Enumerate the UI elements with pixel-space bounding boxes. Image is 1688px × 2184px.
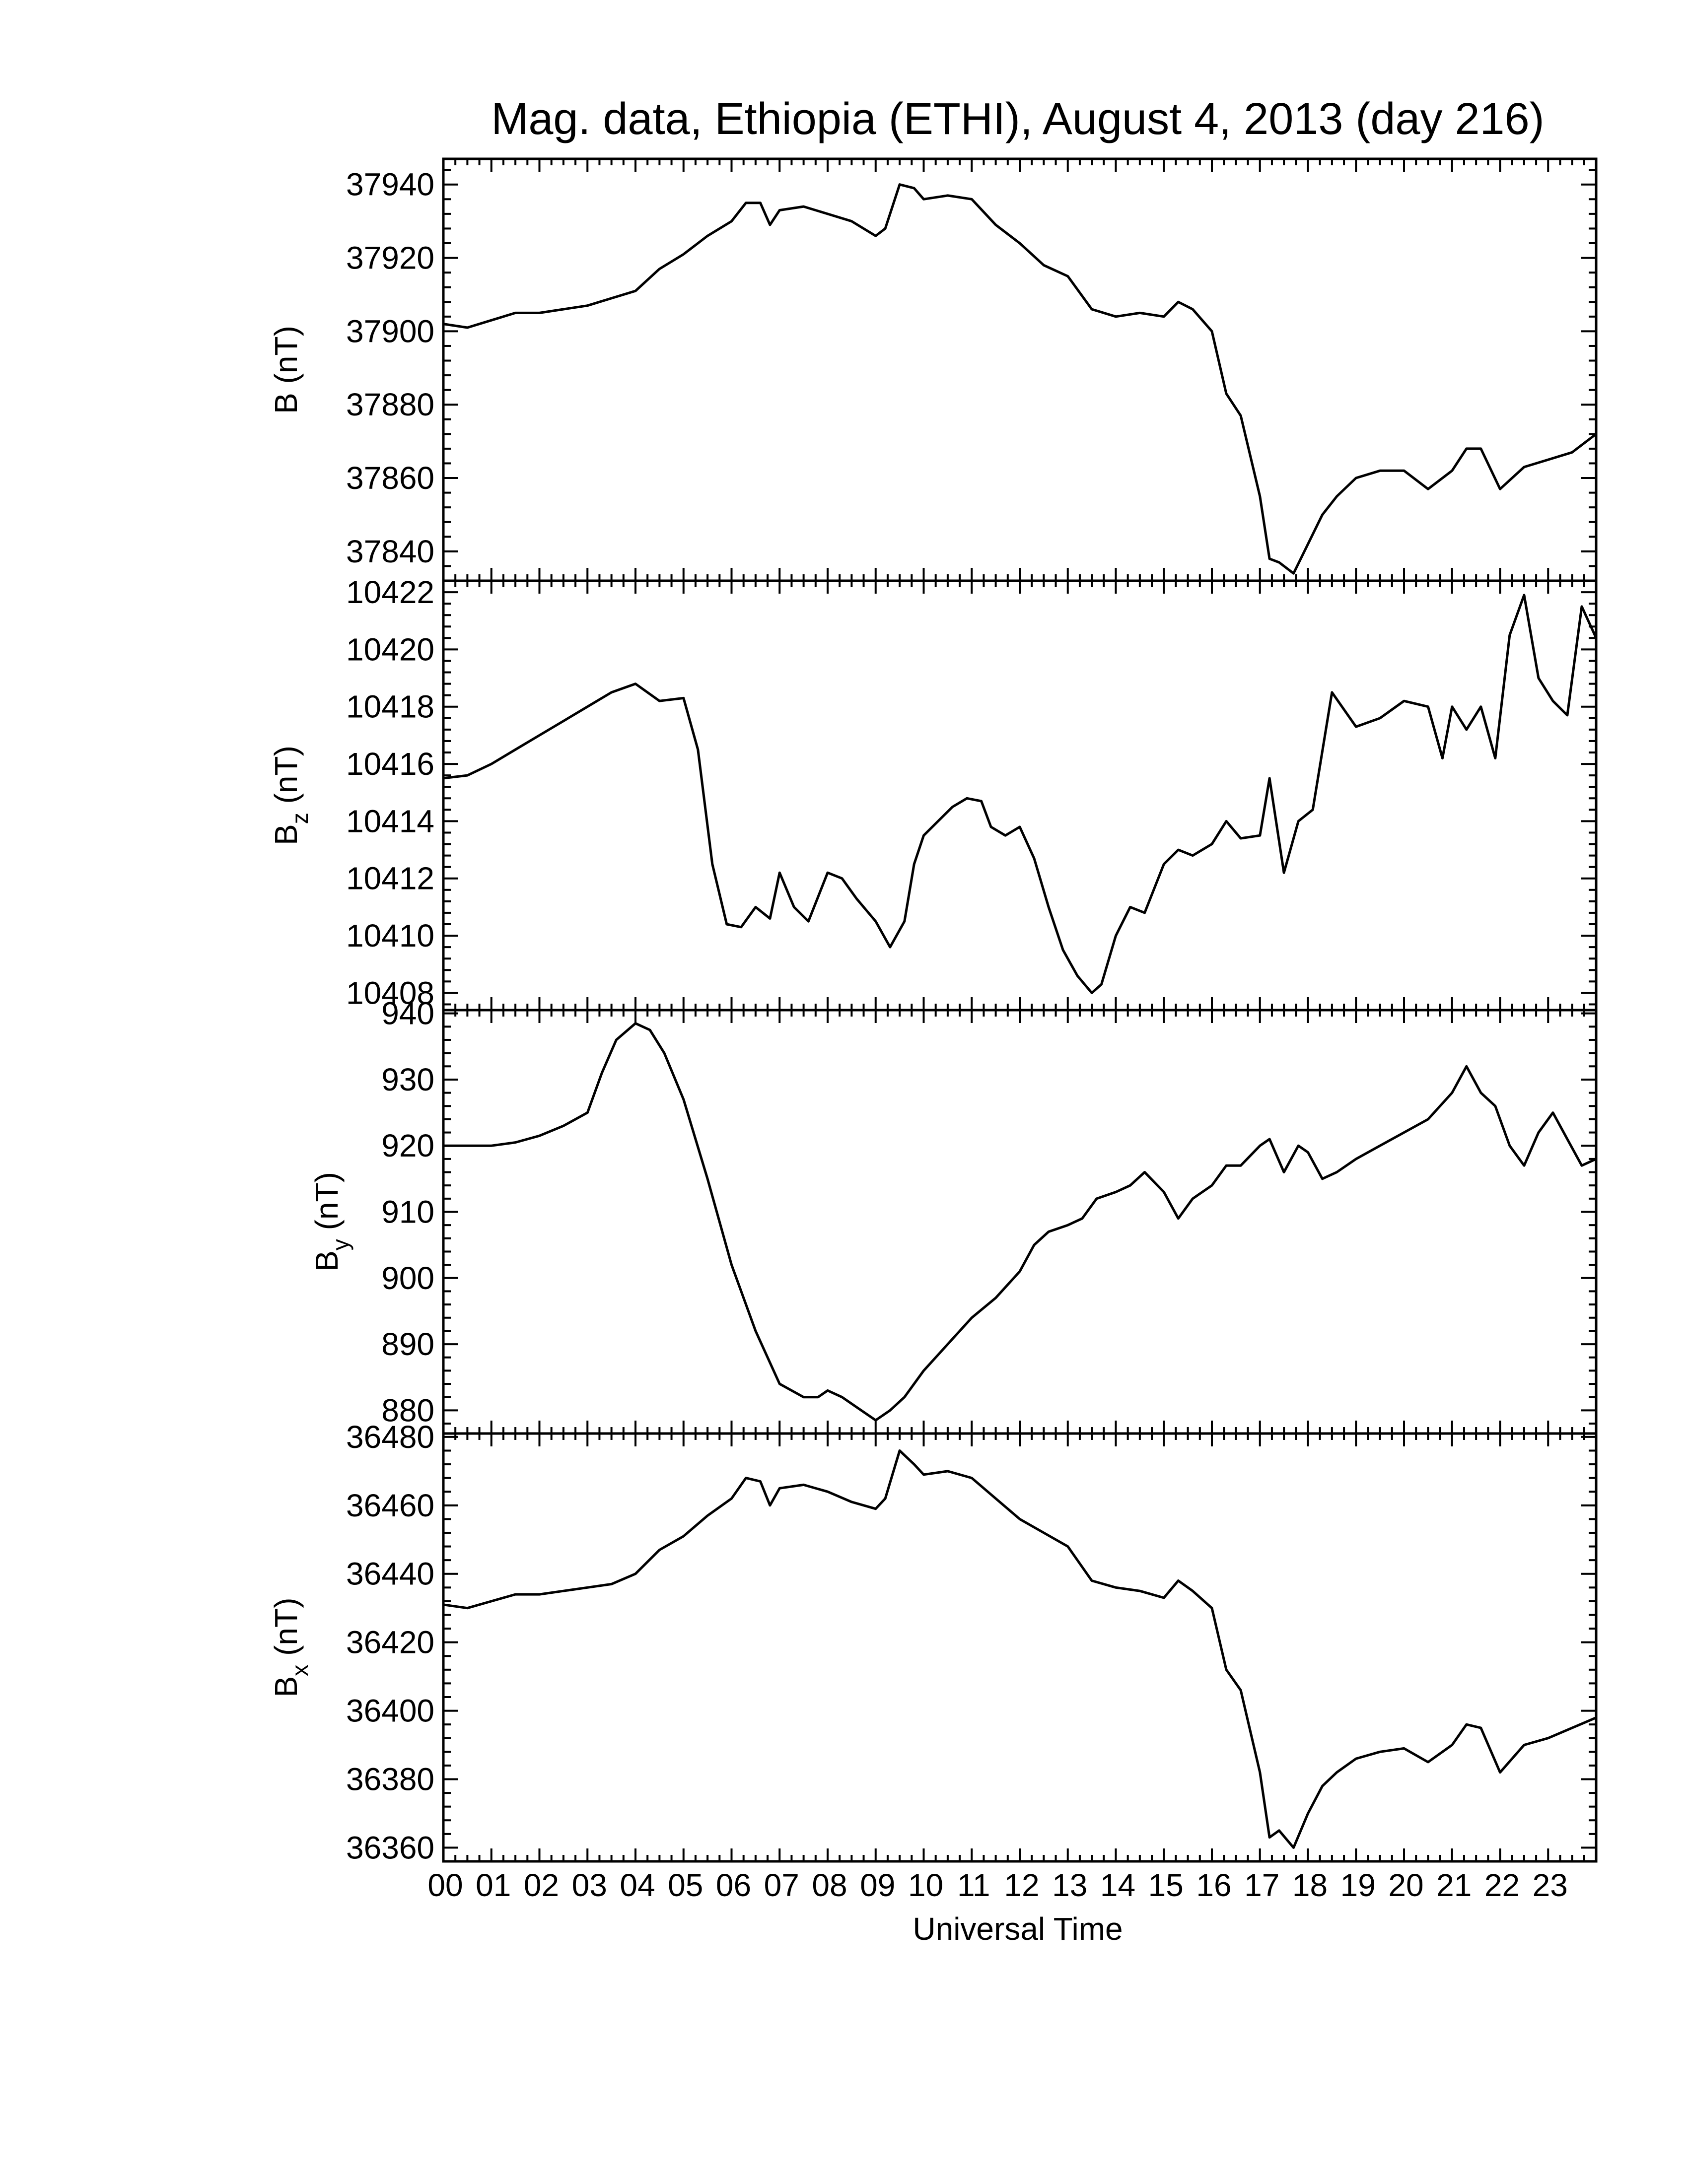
- x-tick-label: 19: [1340, 1867, 1376, 1903]
- bz-y-tick-label: 10418: [346, 689, 434, 725]
- b-total-y-axis-title-unit: (nT): [268, 326, 304, 393]
- by-frame: [442, 1009, 1598, 1435]
- bz-y-axis-title-subscript: z: [287, 813, 313, 824]
- b-total-y-tick-label: 37840: [346, 534, 434, 569]
- by-y-tick-label: 900: [381, 1260, 434, 1296]
- by-y-axis-title: By (nT): [309, 1172, 353, 1272]
- b-total-frame: [442, 157, 1598, 582]
- by-y-tick-label: 920: [381, 1128, 434, 1163]
- x-tick-label: 13: [1052, 1867, 1087, 1903]
- bx-frame: [442, 1432, 1598, 1863]
- bz-y-tick-label: 10408: [346, 975, 434, 1011]
- x-tick-label: 11: [957, 1867, 990, 1903]
- by-y-tick-label: 930: [381, 1062, 434, 1097]
- bz-y-tick-label: 10412: [346, 861, 434, 896]
- x-tick-label: 16: [1196, 1867, 1231, 1903]
- bx-y-tick-label: 36460: [346, 1488, 434, 1523]
- x-tick-label: 10: [908, 1867, 943, 1903]
- x-tick-label: 20: [1388, 1867, 1423, 1903]
- bz-y-tick-label: 10422: [346, 574, 434, 610]
- b-total-y-axis-title: B (nT): [268, 326, 304, 414]
- bx-y-axis-title: Bx (nT): [268, 1598, 313, 1698]
- bz-frame: [442, 579, 1598, 1012]
- bx-y-tick-label: 36380: [346, 1761, 434, 1797]
- x-tick-label: 22: [1484, 1867, 1520, 1903]
- bz-y-tick-label: 10420: [346, 631, 434, 667]
- bz-series-line: [442, 594, 1598, 994]
- x-tick-label: 23: [1533, 1867, 1568, 1903]
- by-y-axis-title-unit: (nT): [309, 1172, 345, 1239]
- x-tick-label: 00: [427, 1867, 463, 1903]
- bx-y-tick-label: 36400: [346, 1693, 434, 1729]
- by-y-tick-label: 890: [381, 1326, 434, 1362]
- bx-series-line: [442, 1449, 1598, 1849]
- x-axis: 00 01 02 03 04 05 06 07 08 09 10 11 12 13 14 15 16 17 18 19…: [427, 1867, 1567, 1903]
- bz-y-axis-title-unit: (nT): [268, 746, 304, 813]
- by-y-tick-label: 940: [381, 996, 434, 1031]
- b-total-y-tick-label: 37860: [346, 460, 434, 496]
- bx-y-tick-label: 36440: [346, 1556, 434, 1592]
- x-tick-label: 03: [572, 1867, 607, 1903]
- bz-y-axis-title: Bz (nT): [268, 746, 313, 845]
- by-y-axis-title-subscript: y: [328, 1239, 353, 1250]
- b-total-series-line: [442, 183, 1598, 575]
- b-total-y-tick-label: 37880: [346, 387, 434, 422]
- by-y-axis-title-symbol: B: [309, 1250, 345, 1272]
- b-total-y-axis-title-symbol: B: [268, 393, 304, 414]
- bx-y-tick-label: 36480: [346, 1419, 434, 1455]
- x-tick-label: 06: [716, 1867, 751, 1903]
- x-tick-label: 04: [620, 1867, 655, 1903]
- panel-by: 880 890 900 910 920 930 940 By (nT): [309, 996, 1598, 1435]
- bx-y-tick-label: 36360: [346, 1830, 434, 1865]
- panel-bx: 36360 36380 36400 36420 36440 36460 36480 Bx (n…: [268, 1419, 1598, 1865]
- bx-y-axis-title-subscript: x: [287, 1665, 313, 1676]
- x-axis-title: Universal Time: [913, 1911, 1123, 1947]
- x-tick-label: 05: [668, 1867, 703, 1903]
- bx-y-axis-title-unit: (nT): [268, 1598, 304, 1665]
- by-y-tick-label: 880: [381, 1392, 434, 1428]
- x-tick-label: 07: [764, 1867, 799, 1903]
- bx-y-tick-label: 36420: [346, 1625, 434, 1660]
- bz-y-tick-label: 10410: [346, 918, 434, 954]
- b-total-y-tick-label: 37900: [346, 313, 434, 349]
- x-tick-label: 18: [1292, 1867, 1328, 1903]
- bx-y-axis-title-symbol: B: [268, 1676, 304, 1698]
- panel-bz: 10408 10410 10412 10414 10416 10418 10420 10422…: [268, 574, 1598, 1012]
- chart-title: Mag. data, Ethiopia (ETHI), August 4, 20…: [491, 94, 1544, 144]
- x-tick-label: 15: [1148, 1867, 1184, 1903]
- x-tick-label: 01: [476, 1867, 511, 1903]
- bz-y-tick-label: 10416: [346, 746, 434, 782]
- x-tick-label: 09: [860, 1867, 895, 1903]
- b-total-y-tick-label: 37920: [346, 240, 434, 276]
- x-tick-label: 08: [812, 1867, 847, 1903]
- panel-b-total: 37840 37860 37880 37900 37920 37940 B (nT): [268, 157, 1598, 582]
- bz-y-axis-title-symbol: B: [268, 824, 304, 845]
- by-y-tick-label: 910: [381, 1194, 434, 1230]
- b-total-y-tick-label: 37940: [346, 167, 434, 203]
- x-tick-label: 17: [1244, 1867, 1279, 1903]
- x-tick-label: 21: [1436, 1867, 1472, 1903]
- bz-y-tick-label: 10414: [346, 803, 434, 839]
- x-tick-label: 02: [524, 1867, 559, 1903]
- x-tick-label: 14: [1100, 1867, 1135, 1903]
- by-series-line: [442, 1022, 1598, 1422]
- x-tick-label: 12: [1004, 1867, 1039, 1903]
